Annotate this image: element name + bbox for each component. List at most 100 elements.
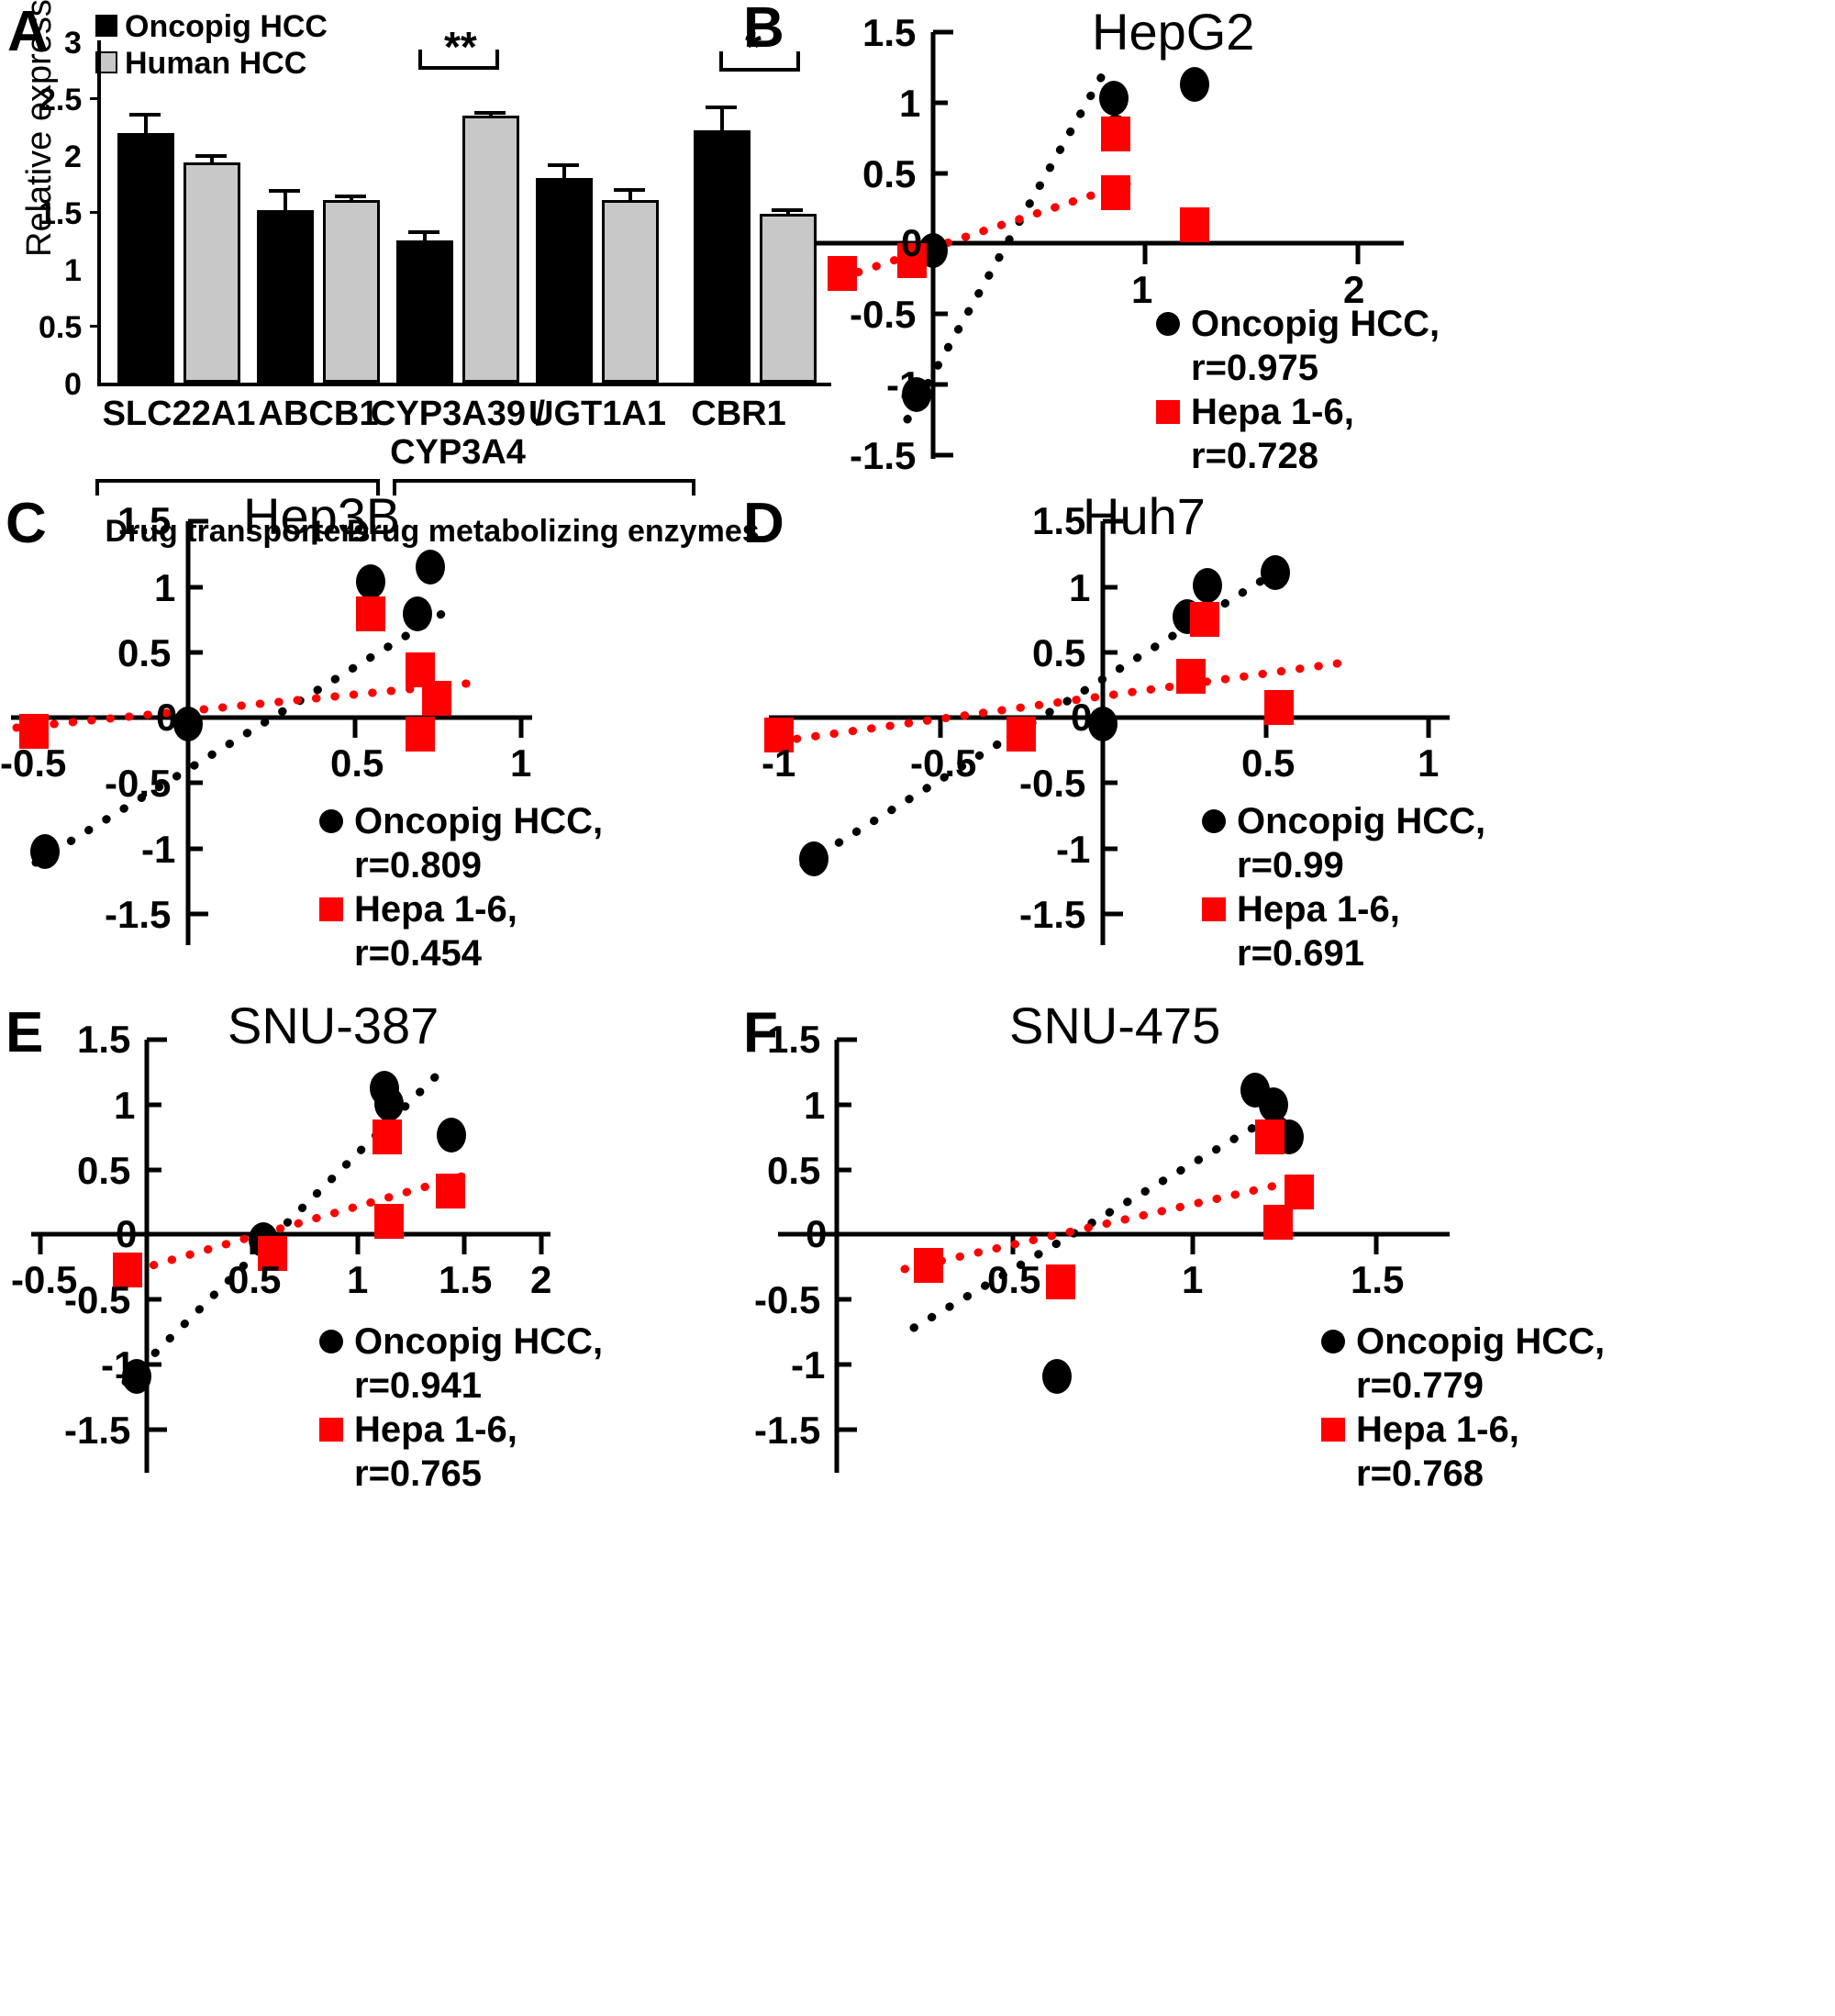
panel-c-ytick-0-5: 0.5 (117, 631, 172, 674)
panel-e-legend-square-hepa (319, 1418, 343, 1442)
bar-abcb1-oncopig (257, 210, 314, 383)
panel-b-legend-hepa: Hepa 1-6, (1191, 392, 1354, 432)
panel-e-ytick-0: 0 (116, 1212, 138, 1255)
panel-c-point-hepa-2 (356, 596, 385, 631)
panel-e-legend-dot-oncopig (319, 1330, 343, 1353)
panel-e-point-hepa-5 (436, 1174, 465, 1208)
catlabel-cyp3a39-line2: CYP3A4 (390, 433, 526, 472)
panel-d-ytick-m0-5: -0.5 (1019, 762, 1086, 805)
panel-c-label: C (6, 492, 47, 555)
panel-c-legend-r-oncopig: r=0.809 (354, 845, 483, 885)
panel-b-title: HepG2 (1092, 3, 1255, 61)
panel-a-label: A (7, 0, 49, 63)
panel-f-point-hepa-3 (1255, 1119, 1284, 1154)
errorbar-slc22a1-human (210, 155, 214, 165)
legend-label-human: Human HCC (125, 46, 307, 81)
panel-b-point-oncopig-4 (1180, 67, 1209, 102)
errorbar-ugt1a1-human (628, 189, 632, 202)
panel-f-legend-hepa: Hepa 1-6, (1356, 1409, 1519, 1450)
panel-c-point-oncopig-5 (173, 707, 203, 741)
panel-d-xtick-0-5: 0.5 (1241, 741, 1296, 785)
panel-d-point-hepa-1 (764, 718, 794, 752)
panel-f-plot (778, 1037, 1450, 1473)
panel-c-trendline-oncopig (31, 606, 452, 867)
panel-b-trendline-oncopig (903, 57, 1115, 424)
panel-b-point-oncopig-1 (902, 377, 931, 412)
panel-c-plot (11, 518, 532, 945)
panel-f-legend-r-oncopig: r=0.779 (1356, 1365, 1485, 1406)
panel-b-point-hepa-3 (1101, 117, 1130, 151)
panel-d-xtick-m0-5: -0.5 (910, 741, 977, 785)
panel-d-legend-square-hepa (1202, 897, 1226, 921)
panel-e-point-oncopig-4 (437, 1118, 466, 1153)
group-label-drug-metabolizing: Drug metabolizing enzymes (347, 514, 760, 549)
panel-b-point-oncopig-2 (1099, 81, 1129, 116)
panel-e-title: SNU-387 (228, 997, 439, 1054)
panel-c-legend-dot-oncopig (319, 809, 343, 833)
errorcap-ugt1a1-human (614, 188, 645, 192)
panel-a-ytick-2-5: 2.5 (39, 83, 83, 117)
panel-d-point-hepa-3 (1176, 659, 1206, 694)
significance-cyp3a39: ** (444, 23, 477, 71)
panel-e-xtick-2: 2 (530, 1258, 552, 1301)
errorcap-slc22a1-human (195, 154, 227, 158)
panel-b-ytick-1-5: 1.5 (862, 11, 917, 54)
panel-e-legend-oncopig: Oncopig HCC, (354, 1321, 604, 1362)
panel-b-point-hepa-2 (897, 243, 927, 278)
panel-d-legend-oncopig: Oncopig HCC, (1237, 801, 1486, 841)
panel-f-xtick-1-5: 1.5 (1351, 1258, 1405, 1301)
significance-bracket-cyp3a39 (418, 50, 499, 70)
panel-d-ytick-1: 1 (1069, 566, 1091, 609)
catlabel-cyp3a39-line1: CYP3A39 / (371, 395, 546, 433)
bar-cyp3a39-human (462, 116, 519, 383)
errorcap-abcb1-oncopig (269, 189, 300, 193)
panel-a-ytickmark-0-5 (90, 325, 101, 328)
panel-b-point-hepa-5 (1180, 207, 1209, 242)
panel-d-point-oncopig-5 (1088, 707, 1118, 741)
panel-d-legend-r-oncopig: r=0.99 (1237, 845, 1344, 885)
panel-d-legend-r-hepa: r=0.691 (1237, 933, 1365, 974)
panel-c-ytick-m0-5: -0.5 (105, 762, 172, 805)
panel-e-point-hepa-4 (374, 1204, 404, 1239)
panel-f-point-oncopig-1 (1042, 1359, 1072, 1394)
errorbar-ugt1a1-oncopig (562, 164, 566, 181)
panel-e-legend-r-hepa: r=0.765 (354, 1454, 483, 1494)
panel-f-point-hepa-2 (1046, 1264, 1075, 1299)
bar-slc22a1-oncopig (117, 133, 174, 383)
panel-e-legend-hepa: Hepa 1-6, (354, 1409, 517, 1450)
panel-b-xtick-2: 2 (1343, 268, 1365, 311)
panel-f-xtick-1: 1 (1182, 1258, 1204, 1301)
panel-b-point-hepa-4 (1101, 175, 1130, 210)
panel-e: E SNU-387 1.5 1 0.5 0 -0.5 -1 -1.5 -0.5 … (0, 986, 734, 1500)
panel-c-title: Hep3B (243, 487, 401, 545)
catlabel-abcb1: ABCB1 (258, 395, 379, 433)
panel-a-ytick-0-5: 0.5 (39, 310, 83, 345)
panel-f-ytick-1: 1 (804, 1084, 826, 1127)
panel-c-ytick-m1: -1 (141, 828, 176, 871)
panel-f-legend-oncopig: Oncopig HCC, (1356, 1321, 1606, 1362)
panel-f-ytick-0-5: 0.5 (767, 1149, 821, 1192)
panel-c-ytick-1-5: 1.5 (117, 499, 172, 542)
panel-e-point-oncopig-3 (374, 1086, 404, 1121)
panel-b-legend-square-hepa (1156, 400, 1180, 424)
panel-c-point-oncopig-4 (416, 550, 445, 585)
panel-e-plot (31, 1037, 550, 1473)
panel-f-xtick-0-5: 0.5 (987, 1258, 1041, 1301)
panel-f: F SNU-475 1.5 1 0.5 0 -0.5 -1 -1.5 0.5 1… (734, 986, 1835, 1500)
errorbar-abcb1-oncopig (284, 190, 287, 213)
errorbar-cbr1-oncopig (720, 106, 724, 133)
panel-f-label: F (743, 1001, 778, 1064)
panel-b-ytick-1: 1 (899, 82, 921, 125)
panel-d-ytick-m1: -1 (1056, 828, 1091, 871)
bar-abcb1-human (323, 200, 380, 383)
panel-e-ytick-1-5: 1.5 (77, 1018, 131, 1061)
panel-a-ytickmark-1-5 (90, 211, 101, 214)
panel-a-xaxis-ext (679, 383, 831, 386)
panel-d-ytick-1-5: 1.5 (1032, 499, 1086, 542)
errorcap-cyp3a39-human (474, 111, 506, 115)
panel-a-ytick-1-5: 1.5 (39, 196, 83, 231)
panel-b-label: B (743, 0, 784, 60)
panel-c-trendline-hepa (12, 678, 480, 732)
panel-c-xtick-0-5: 0.5 (330, 741, 384, 785)
panel-c-point-oncopig-3 (403, 596, 432, 631)
